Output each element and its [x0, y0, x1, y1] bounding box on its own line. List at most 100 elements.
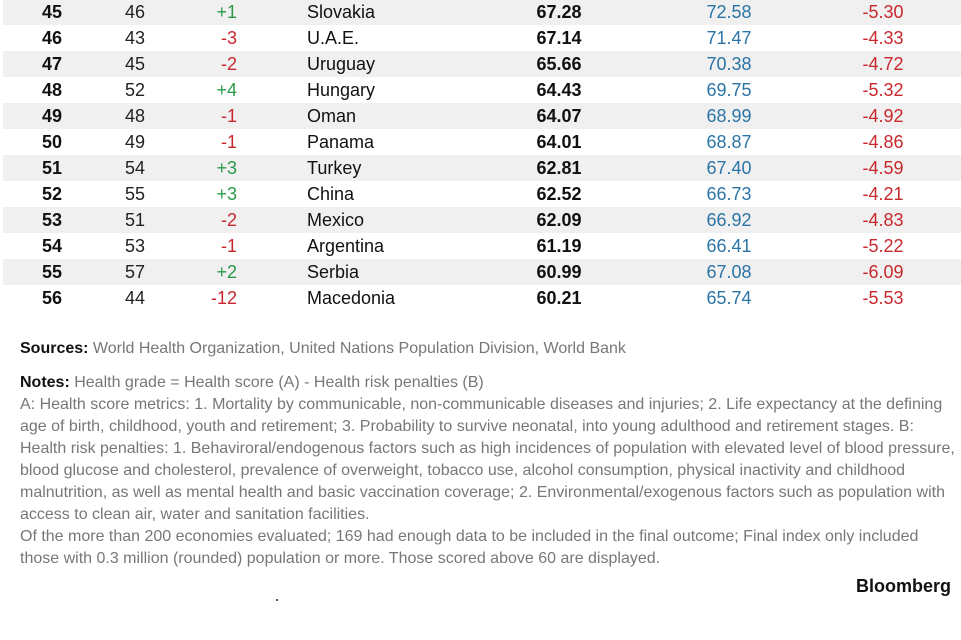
- health-score-cell: 67.08: [706, 262, 752, 282]
- rank-change-cell: -1: [220, 106, 237, 126]
- risk-penalty-cell: -5.30: [862, 2, 904, 22]
- health-grade-cell: 67.14: [536, 28, 582, 48]
- health-grade-cell: 61.19: [536, 236, 582, 256]
- rank-change-cell: -1: [220, 236, 237, 256]
- risk-penalty-cell: -5.53: [862, 288, 904, 308]
- rank-change-cell: +2: [216, 262, 237, 282]
- rank-cell: 54: [41, 236, 63, 256]
- previous-rank-cell: 46: [124, 2, 146, 22]
- rank-cell: 56: [41, 288, 63, 308]
- table-row: 56 44 -12 Macedonia 60.21 65.74 -5.53: [3, 285, 961, 311]
- rank-change-cell: +4: [216, 80, 237, 100]
- previous-rank-cell: 53: [124, 236, 146, 256]
- previous-rank-cell: 57: [124, 262, 146, 282]
- health-grade-cell: 62.09: [536, 210, 582, 230]
- health-grade-cell: 64.01: [536, 132, 582, 152]
- health-score-cell: 69.75: [706, 80, 752, 100]
- country-cell: Hungary: [307, 80, 376, 100]
- previous-rank-cell: 45: [124, 54, 146, 74]
- previous-rank-cell: 54: [124, 158, 146, 178]
- country-cell: Turkey: [307, 158, 362, 178]
- health-grade-cell: 62.52: [536, 184, 582, 204]
- previous-rank-cell: 52: [124, 80, 146, 100]
- table-row: 55 57 +2 Serbia 60.99 67.08 -6.09: [3, 259, 961, 285]
- country-cell: Macedonia: [307, 288, 396, 308]
- health-grade-cell: 67.28: [536, 2, 582, 22]
- health-grade-cell: 62.81: [536, 158, 582, 178]
- health-grade-cell: 60.21: [536, 288, 582, 308]
- table-row: 50 49 -1 Panama 64.01 68.87 -4.86: [3, 129, 961, 155]
- rank-change-cell: +3: [216, 158, 237, 178]
- rank-change-cell: -1: [220, 132, 237, 152]
- sources: Sources: World Health Organization, Unit…: [20, 338, 960, 360]
- rank-cell: 46: [41, 28, 63, 48]
- rank-cell: 49: [41, 106, 63, 126]
- previous-rank-cell: 49: [124, 132, 146, 152]
- notes-formula: Health grade = Health score (A) - Health…: [69, 374, 484, 391]
- risk-penalty-cell: -4.92: [862, 106, 904, 126]
- notes-body: A: Health score metrics: 1. Mortality by…: [20, 396, 955, 523]
- health-grade-cell: 64.07: [536, 106, 582, 126]
- stray-dot: [276, 599, 278, 601]
- table-row: 53 51 -2 Mexico 62.09 66.92 -4.83: [3, 207, 961, 233]
- rank-cell: 50: [41, 132, 63, 152]
- sources-text: World Health Organization, United Nation…: [88, 340, 626, 357]
- country-cell: Panama: [307, 132, 375, 152]
- rank-change-cell: +3: [216, 184, 237, 204]
- country-cell: U.A.E.: [307, 28, 360, 48]
- table-row: 47 45 -2 Uruguay 65.66 70.38 -4.72: [3, 51, 961, 77]
- risk-penalty-cell: -4.59: [862, 158, 904, 178]
- rank-cell: 52: [41, 184, 63, 204]
- health-score-cell: 66.73: [706, 184, 752, 204]
- health-score-cell: 66.41: [706, 236, 752, 256]
- bloomberg-logo: Bloomberg: [855, 576, 951, 596]
- country-cell: Oman: [307, 106, 357, 126]
- table-row: 52 55 +3 China 62.52 66.73 -4.21: [3, 181, 961, 207]
- rank-change-cell: -12: [210, 288, 237, 308]
- previous-rank-cell: 43: [124, 28, 146, 48]
- risk-penalty-cell: -4.86: [862, 132, 904, 152]
- sources-label: Sources:: [20, 340, 89, 357]
- table-row: 48 52 +4 Hungary 64.43 69.75 -5.32: [3, 77, 961, 103]
- risk-penalty-cell: -5.32: [862, 80, 904, 100]
- previous-rank-cell: 51: [124, 210, 146, 230]
- rank-cell: 48: [41, 80, 63, 100]
- risk-penalty-cell: -4.33: [862, 28, 904, 48]
- notes-label: Notes:: [20, 374, 70, 391]
- country-cell: Mexico: [307, 210, 365, 230]
- rank-cell: 55: [41, 262, 63, 282]
- health-score-cell: 70.38: [706, 54, 752, 74]
- country-cell: China: [307, 184, 355, 204]
- previous-rank-cell: 55: [124, 184, 146, 204]
- previous-rank-cell: 48: [124, 106, 146, 126]
- health-score-cell: 71.47: [706, 28, 752, 48]
- table-row: 51 54 +3 Turkey 62.81 67.40 -4.59: [3, 155, 961, 181]
- risk-penalty-cell: -6.09: [862, 262, 904, 282]
- risk-penalty-cell: -5.22: [862, 236, 904, 256]
- health-grade-cell: 64.43: [536, 80, 582, 100]
- rank-cell: 51: [41, 158, 63, 178]
- health-grade-cell: 65.66: [536, 54, 582, 74]
- health-score-cell: 72.58: [706, 2, 752, 22]
- table-row: 45 46 +1 Slovakia 67.28 72.58 -5.30: [3, 0, 961, 25]
- country-cell: Serbia: [307, 262, 360, 282]
- risk-penalty-cell: -4.83: [862, 210, 904, 230]
- country-cell: Slovakia: [307, 2, 376, 22]
- health-grade-cell: 60.99: [536, 262, 582, 282]
- health-score-cell: 67.40: [706, 158, 752, 178]
- risk-penalty-cell: -4.21: [862, 184, 904, 204]
- health-score-cell: 65.74: [706, 288, 752, 308]
- rank-change-cell: -3: [220, 28, 237, 48]
- table-row: 46 43 -3 U.A.E. 67.14 71.47 -4.33: [3, 25, 961, 51]
- health-score-cell: 68.87: [706, 132, 752, 152]
- rank-cell: 53: [41, 210, 63, 230]
- notes-heading: Notes: Health grade = Health score (A) -…: [20, 372, 960, 394]
- rank-cell: 47: [41, 54, 63, 74]
- country-cell: Uruguay: [307, 54, 376, 74]
- footnotes: Sources: World Health Organization, Unit…: [20, 338, 960, 570]
- table-row: 54 53 -1 Argentina 61.19 66.41 -5.22: [3, 233, 961, 259]
- rank-change-cell: -2: [220, 210, 237, 230]
- ranking-table: 45 46 +1 Slovakia 67.28 72.58 -5.30 46 43 -3 U.A.E…: [3, 0, 961, 311]
- notes-scope: Of the more than 200 economies evaluated…: [20, 528, 919, 567]
- health-score-cell: 68.99: [706, 106, 752, 126]
